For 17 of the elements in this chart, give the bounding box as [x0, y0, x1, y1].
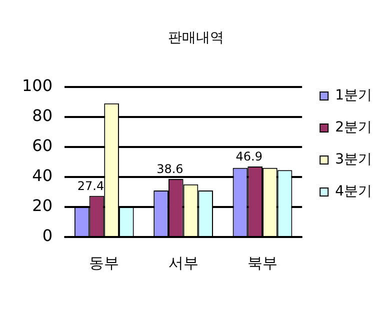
x-tick-label: 서부: [168, 254, 198, 272]
chart-title: 판매내역: [168, 30, 224, 46]
x-tick-label: 북부: [248, 254, 278, 272]
y-tick-label: 0: [42, 226, 53, 246]
data-label: 46.9: [236, 150, 262, 164]
y-tick-label: 20: [32, 196, 53, 216]
legend-label: 4분기: [335, 184, 372, 200]
legend-label: 3분기: [335, 152, 372, 168]
y-tick-label: 60: [32, 136, 53, 156]
legend-label: 1분기: [335, 88, 372, 104]
data-label: 38.6: [156, 162, 184, 176]
y-tick-label: 100: [22, 76, 53, 95]
data-label: 27.4: [77, 178, 104, 193]
legend-label: 2분기: [335, 120, 372, 136]
x-tick-label: 동부: [89, 254, 120, 272]
y-tick-label: 40: [32, 166, 53, 186]
y-tick-label: 80: [32, 106, 53, 125]
